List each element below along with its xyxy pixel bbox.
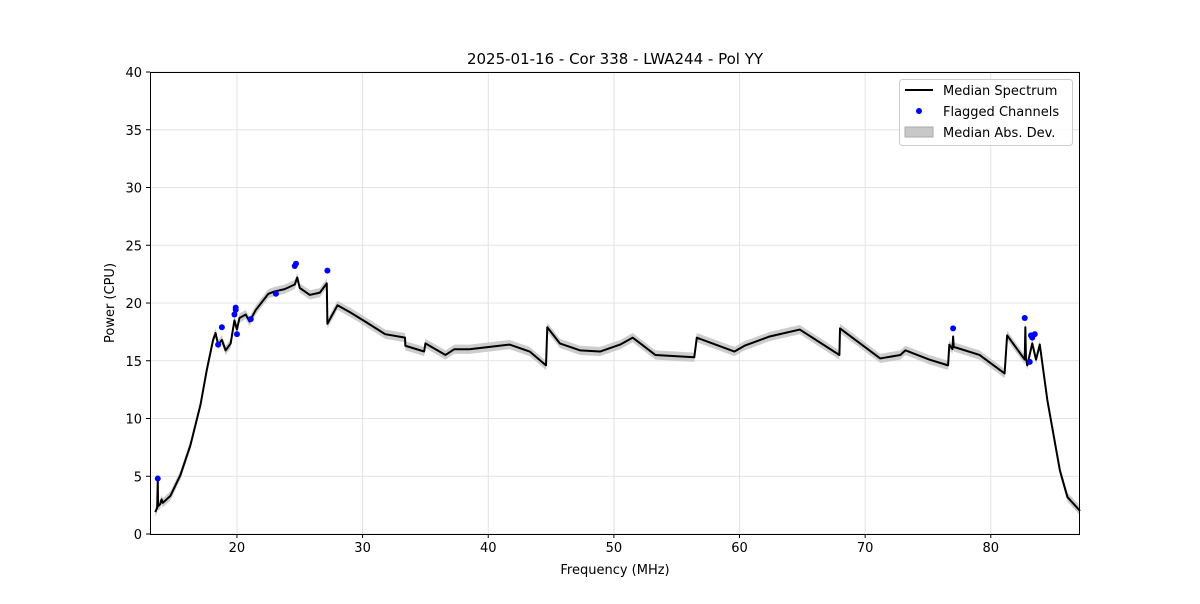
plot-area xyxy=(154,260,1081,517)
x-tick-label: 30 xyxy=(354,541,371,556)
y-tick-label: 0 xyxy=(134,528,142,543)
grid xyxy=(150,71,1080,535)
y-tick-label: 25 xyxy=(125,239,142,254)
flagged-channel-point xyxy=(233,331,240,338)
y-tick-label: 20 xyxy=(125,297,142,312)
median-spectrum-line xyxy=(154,276,1081,513)
y-tick-label: 15 xyxy=(125,355,142,370)
axes-frame xyxy=(150,72,1080,535)
x-tick-label: 70 xyxy=(857,541,874,556)
legend-mad-label: Median Abs. Dev. xyxy=(943,126,1055,141)
flagged-channel-point xyxy=(1031,331,1038,338)
y-tick-label: 40 xyxy=(125,66,142,81)
legend-flagged-label: Flagged Channels xyxy=(943,105,1059,120)
y-tick-label: 10 xyxy=(125,413,142,428)
legend: Median Spectrum Flagged Channels Median … xyxy=(899,79,1073,146)
flagged-channel-point xyxy=(232,306,239,313)
legend-flagged-swatch xyxy=(916,108,922,114)
y-tick-label: 5 xyxy=(134,470,142,485)
y-tick-label: 35 xyxy=(125,124,142,139)
ticks: 20 30 40 50 60 70 80 0 5 10 15 20 25 30 35 40 xyxy=(125,66,999,556)
flagged-channel-point xyxy=(272,290,279,297)
x-tick-label: 50 xyxy=(606,541,623,556)
x-tick-label: 60 xyxy=(731,541,748,556)
flagged-channel-point xyxy=(292,260,299,267)
flagged-channel-point xyxy=(215,341,222,348)
legend-median-label: Median Spectrum xyxy=(943,84,1057,99)
y-tick-label: 30 xyxy=(125,182,142,197)
flagged-channel-point xyxy=(950,325,957,332)
legend-mad-swatch xyxy=(904,126,934,138)
x-tick-label: 20 xyxy=(229,541,246,556)
flagged-channel-point xyxy=(324,267,331,274)
flagged-channel-point xyxy=(218,324,225,331)
x-tick-label: 40 xyxy=(480,541,497,556)
flagged-channel-point xyxy=(247,316,254,323)
flagged-channel-point xyxy=(1026,358,1033,365)
flagged-channel-point xyxy=(231,311,238,318)
mad-band xyxy=(155,272,1080,517)
chart-title: 2025-01-16 - Cor 338 - LWA244 - Pol YY xyxy=(467,50,764,68)
x-axis-label: Frequency (MHz) xyxy=(560,563,669,578)
y-axis-label: Power (CPU) xyxy=(103,263,118,343)
flagged-channel-point xyxy=(1021,315,1028,322)
flagged-channel-point xyxy=(154,475,161,482)
x-tick-label: 80 xyxy=(983,541,1000,556)
